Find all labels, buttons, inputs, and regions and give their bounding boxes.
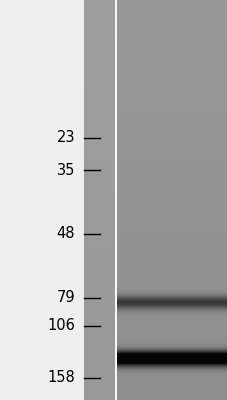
Text: 79: 79 — [56, 290, 75, 306]
Point — [83, 136, 85, 140]
Text: 35: 35 — [57, 162, 75, 178]
Point — [83, 168, 85, 172]
Point — [83, 324, 85, 328]
Point — [99, 296, 101, 300]
Point — [99, 376, 101, 380]
Point — [83, 376, 85, 380]
Point — [83, 232, 85, 236]
Point — [99, 232, 101, 236]
Text: 48: 48 — [57, 226, 75, 242]
Text: 158: 158 — [47, 370, 75, 386]
Text: 106: 106 — [47, 318, 75, 334]
Text: 23: 23 — [57, 130, 75, 146]
Point — [99, 136, 101, 140]
Point — [99, 168, 101, 172]
Point — [83, 296, 85, 300]
Point — [99, 324, 101, 328]
